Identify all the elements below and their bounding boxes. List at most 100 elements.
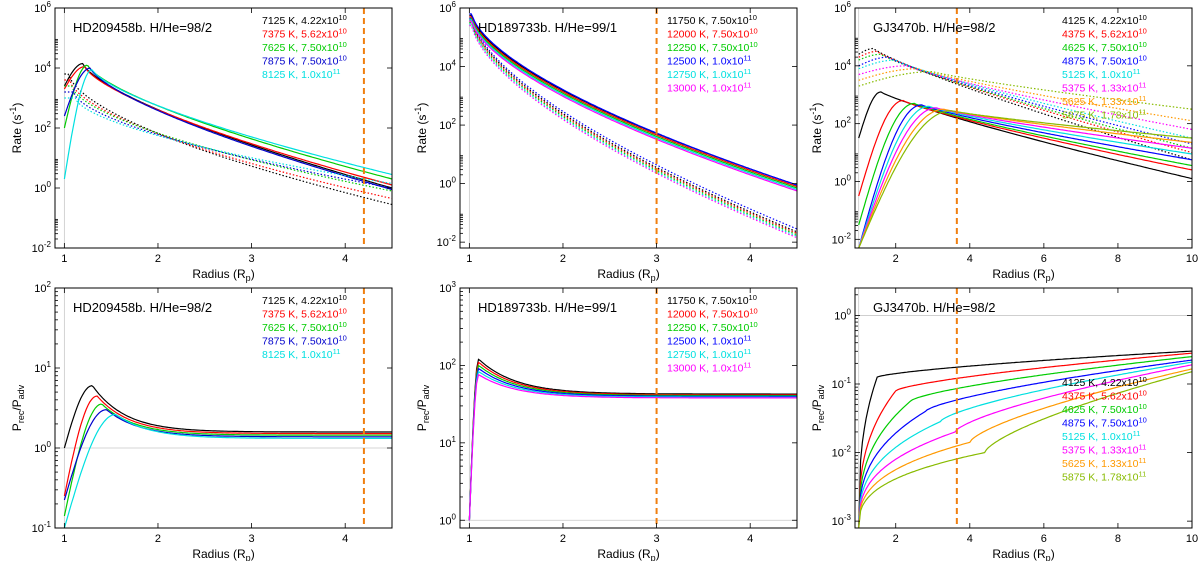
x-tick-label: 2 — [560, 253, 566, 265]
legend-text: 7625 K, 7.50x10 — [262, 42, 339, 54]
plot-area — [469, 13, 797, 239]
legend-entry: 7625 K, 7.50x1010 — [262, 40, 347, 54]
y-tick-label: 102 — [34, 280, 51, 295]
legend-exponent: 11 — [333, 347, 341, 356]
legend-exponent: 10 — [1138, 54, 1146, 63]
y-tick-exponent: -2 — [449, 234, 457, 243]
series-line-solid-2 — [858, 356, 1192, 528]
y-tick-exponent: -2 — [844, 445, 852, 454]
x-label-sub: p — [651, 273, 656, 283]
y-label-sup: -1 — [808, 107, 818, 115]
y-tick-exponent: 0 — [452, 176, 457, 185]
legend-exponent: 11 — [1133, 429, 1141, 438]
legend-text: 5125 K, 1.0x10 — [1062, 431, 1133, 443]
legend-exponent: 10 — [749, 320, 757, 329]
y-tick-base: 10 — [834, 3, 846, 15]
legend-entry: 7375 K, 5.62x1010 — [262, 27, 347, 41]
legend-entry: 12250 K, 7.50x1010 — [667, 320, 758, 334]
legend-entry: 4625 K, 7.50x1010 — [1062, 402, 1147, 416]
series-line-solid-1 — [469, 16, 797, 188]
y-tick-label: 100 — [439, 176, 456, 191]
y-tick-label: 104 — [439, 59, 456, 74]
x-tick-label: 3 — [249, 253, 255, 265]
y-tick-base: 10 — [439, 360, 451, 372]
series-line-dotted-1 — [469, 20, 797, 234]
x-axis-label: Radius (Rp) — [597, 267, 659, 283]
legend-exponent: 11 — [743, 361, 751, 370]
x-label-main: Radius (R — [992, 267, 1046, 281]
series-line-solid-0 — [858, 350, 1192, 528]
x-label-main: Radius (R — [597, 267, 651, 281]
y-tick-label: 103 — [439, 280, 456, 295]
panel-title: HD189733b. H/He=99/1 — [478, 20, 617, 35]
y-tick-exponent: 4 — [847, 58, 852, 67]
y-label-main: P — [10, 423, 24, 431]
series-line-solid-0 — [468, 358, 797, 521]
series-line-solid-1 — [468, 361, 797, 521]
legend-exponent: 10 — [338, 40, 346, 49]
legend-text: 4625 K, 7.50x10 — [1062, 42, 1139, 54]
x-axis-label: Radius (Rp) — [192, 267, 254, 283]
y-tick-base: 10 — [34, 3, 46, 15]
legend-exponent: 11 — [1138, 443, 1146, 452]
y-tick-label: 106 — [834, 0, 851, 15]
y-tick-base: 10 — [34, 63, 46, 75]
y-label-sub2: adv — [816, 384, 826, 399]
legend-text: 12750 K, 1.0x10 — [667, 69, 744, 81]
legend-entry: 7125 K, 4.22x1010 — [262, 13, 347, 27]
x-label-end: ) — [251, 547, 255, 561]
legend-entry: 4125 K, 4.22x1010 — [1062, 13, 1147, 27]
y-label-sub: rec — [421, 410, 431, 423]
y-label-end: ) — [415, 103, 429, 107]
series-line-solid-5 — [858, 364, 1192, 528]
y-tick-label: 10-1 — [32, 520, 52, 535]
axes-frame — [459, 287, 798, 529]
y-tick-label: 101 — [439, 435, 456, 450]
series-line-dotted-4 — [469, 23, 797, 237]
legend-text: 7875 K, 7.50x10 — [262, 336, 339, 348]
y-tick-base: 10 — [34, 283, 46, 295]
legend-text: 11750 K, 7.50x10 — [667, 15, 749, 27]
x-tick-label: 10 — [1186, 533, 1198, 545]
legend-text: 11750 K, 7.50x10 — [667, 295, 749, 307]
legend-exponent: 11 — [1138, 94, 1146, 103]
y-tick-label: 102 — [439, 357, 456, 372]
x-tick-label: 4 — [967, 253, 973, 265]
x-tick-label: 6 — [1041, 253, 1047, 265]
y-tick-exponent: 2 — [452, 117, 457, 126]
y-tick-exponent: 6 — [47, 0, 52, 9]
x-label-main: Radius (R — [192, 547, 246, 561]
legend-exponent: 10 — [338, 54, 346, 63]
axes-frame — [854, 7, 1193, 249]
x-tick-label: 4 — [747, 253, 753, 265]
legend-entry: 4875 K, 7.50x1010 — [1062, 54, 1147, 68]
series-line-dotted-7 — [858, 71, 1192, 110]
x-tick-label: 4 — [342, 533, 348, 545]
y-tick-exponent: -2 — [44, 240, 52, 249]
y-label-main: Rate (s — [10, 115, 24, 154]
legend-text: 7375 K, 5.62x10 — [262, 29, 339, 41]
legend-entry: 11750 K, 7.50x1010 — [667, 13, 757, 27]
y-tick-exponent: 0 — [847, 307, 852, 316]
y-tick-base: 10 — [834, 176, 846, 188]
y-axis-label: Prec/Padv — [415, 384, 431, 431]
x-label-sub: p — [1046, 553, 1051, 561]
y-tick-label: 100 — [34, 440, 51, 455]
x-label-main: Radius (R — [992, 547, 1046, 561]
legend-text: 4125 K, 4.22x10 — [1062, 15, 1139, 27]
legend-text: 5625 K, 1.33x10 — [1062, 96, 1139, 108]
series-line-solid-2 — [858, 102, 1192, 226]
series-line-solid-5 — [469, 20, 797, 192]
axes-frame — [54, 287, 393, 529]
y-tick-base: 10 — [832, 448, 844, 460]
x-tick-label: 2 — [155, 253, 161, 265]
series-line-solid-1 — [858, 352, 1192, 528]
x-tick-label: 3 — [249, 533, 255, 545]
legend-entry: 5125 K, 1.0x1011 — [1062, 67, 1140, 81]
y-tick-base: 10 — [437, 237, 449, 249]
y-tick-base: 10 — [34, 443, 46, 455]
